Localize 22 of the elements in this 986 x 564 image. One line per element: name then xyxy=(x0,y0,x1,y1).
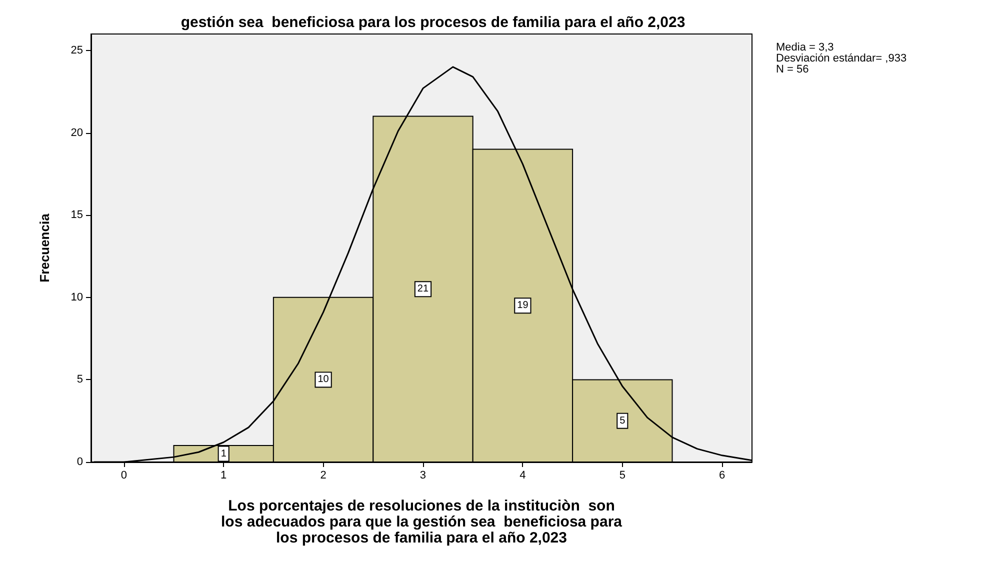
x-tick-label: 3 xyxy=(420,470,426,482)
x-axis-title: Los porcentajes de resoluciones de la instituciòn son los adecuados para que la gestión sea beneficiosa para los procesos de familia para el año 2,023 xyxy=(221,498,623,546)
y-tick-label: 25 xyxy=(70,44,83,56)
data-label: 10 xyxy=(318,374,330,386)
x-tick-label: 4 xyxy=(520,470,526,482)
text: Media = 3,3 Desviación estándar= ,933 N = 56 xyxy=(776,42,907,76)
chart-title: gestión sea beneficiosa para los procesos de familia para el año 2,023 xyxy=(180,14,686,31)
y-tick-label: 15 xyxy=(70,209,83,222)
y-tick-label: 10 xyxy=(70,291,83,304)
y-axis-title: Frecuencia xyxy=(37,212,52,282)
data-label: 1 xyxy=(220,448,227,460)
y-tick-label: 20 xyxy=(70,126,83,139)
data-label: 21 xyxy=(417,284,429,295)
data-label: 19 xyxy=(517,300,529,312)
x-tick-label: 5 xyxy=(619,470,626,482)
x-tick-label: 6 xyxy=(719,470,726,482)
x-tick-label: 0 xyxy=(120,470,127,482)
y-tick-label: 0 xyxy=(76,456,83,468)
x-tick-label: 1 xyxy=(220,470,227,482)
x-tick-label: 2 xyxy=(320,470,326,482)
y-tick-label: 5 xyxy=(76,374,83,386)
data-label: 5 xyxy=(620,415,626,426)
